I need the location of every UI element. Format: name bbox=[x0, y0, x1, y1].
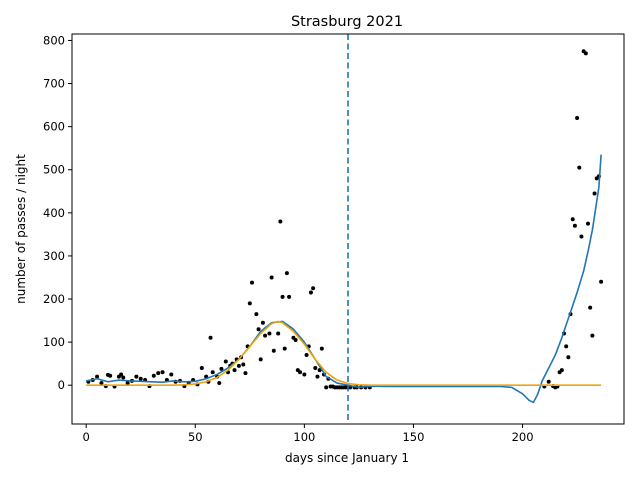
axes: 0 50 100 150 200 0 100 200 300 400 500 600 700 800 bbox=[43, 33, 625, 444]
data-point bbox=[278, 219, 283, 224]
data-point bbox=[280, 294, 285, 299]
data-point bbox=[324, 385, 329, 390]
data-point bbox=[308, 290, 313, 295]
data-point bbox=[304, 353, 309, 358]
data-point bbox=[108, 373, 113, 378]
data-point bbox=[241, 362, 246, 367]
data-point bbox=[256, 327, 261, 332]
data-point bbox=[287, 294, 292, 299]
data-point bbox=[559, 368, 564, 373]
data-point bbox=[315, 374, 320, 379]
data-point bbox=[232, 368, 237, 373]
data-point bbox=[579, 234, 584, 239]
data-point bbox=[217, 381, 222, 386]
data-point bbox=[121, 375, 126, 380]
data-point bbox=[254, 312, 259, 317]
data-point bbox=[223, 359, 228, 364]
data-point bbox=[250, 280, 254, 285]
data-point bbox=[151, 373, 156, 378]
x-tick-label: 150 bbox=[402, 430, 424, 444]
data-point bbox=[160, 370, 165, 375]
data-point bbox=[219, 366, 224, 371]
y-tick-label: 0 bbox=[58, 378, 65, 392]
data-point bbox=[243, 371, 248, 376]
data-point bbox=[599, 279, 604, 284]
data-point bbox=[588, 305, 593, 310]
data-point bbox=[546, 379, 551, 384]
data-point bbox=[210, 370, 215, 375]
y-tick-label: 400 bbox=[43, 206, 65, 220]
plot-area bbox=[86, 34, 604, 424]
data-point bbox=[199, 365, 204, 370]
data-point bbox=[267, 331, 272, 336]
series-line-2 bbox=[86, 320, 602, 387]
x-tick-label: 200 bbox=[512, 430, 534, 444]
data-point bbox=[592, 191, 597, 196]
x-axis-label: days since January 1 bbox=[285, 451, 409, 465]
data-point bbox=[263, 333, 268, 338]
data-point bbox=[138, 376, 143, 381]
y-tick-label: 100 bbox=[43, 335, 65, 349]
y-tick-label: 600 bbox=[43, 120, 65, 134]
data-point bbox=[298, 370, 302, 375]
data-point bbox=[284, 271, 289, 276]
data-point bbox=[577, 165, 582, 170]
data-point bbox=[311, 286, 316, 291]
data-point bbox=[260, 320, 265, 325]
y-tick-label: 500 bbox=[43, 163, 65, 177]
data-point bbox=[208, 335, 213, 340]
data-point bbox=[293, 337, 298, 342]
plot-frame bbox=[71, 33, 625, 425]
data-point bbox=[313, 365, 318, 370]
data-point bbox=[276, 331, 281, 336]
x-tick-label: 100 bbox=[293, 430, 315, 444]
y-axis-label: number of passes / night bbox=[14, 154, 28, 304]
data-point bbox=[258, 357, 263, 362]
data-point bbox=[282, 346, 287, 351]
data-point bbox=[269, 275, 274, 280]
data-point bbox=[119, 372, 124, 377]
data-point bbox=[125, 381, 130, 386]
data-point bbox=[302, 372, 307, 377]
data-point bbox=[169, 372, 174, 377]
data-point bbox=[575, 116, 580, 121]
y-tick-label: 700 bbox=[43, 77, 65, 91]
data-point bbox=[564, 344, 569, 349]
y-tick-label: 800 bbox=[43, 33, 65, 47]
chart-title: Strasburg 2021 bbox=[291, 14, 403, 30]
data-point bbox=[99, 381, 104, 386]
series-line-1 bbox=[86, 154, 602, 404]
data-point bbox=[566, 355, 571, 360]
data-point bbox=[236, 363, 241, 368]
data-point bbox=[583, 51, 588, 56]
y-tick-label: 300 bbox=[43, 249, 65, 263]
data-point bbox=[156, 371, 161, 376]
data-point bbox=[247, 301, 252, 306]
x-tick-label: 50 bbox=[188, 430, 203, 444]
y-tick-label: 200 bbox=[43, 292, 65, 306]
data-point bbox=[271, 348, 276, 353]
data-point bbox=[590, 333, 595, 338]
x-tick-label: 0 bbox=[83, 430, 90, 444]
data-point bbox=[572, 223, 577, 228]
data-point bbox=[319, 346, 324, 351]
data-point bbox=[134, 374, 139, 379]
data-point bbox=[570, 217, 575, 222]
data-point bbox=[586, 221, 590, 226]
data-point bbox=[95, 374, 100, 379]
